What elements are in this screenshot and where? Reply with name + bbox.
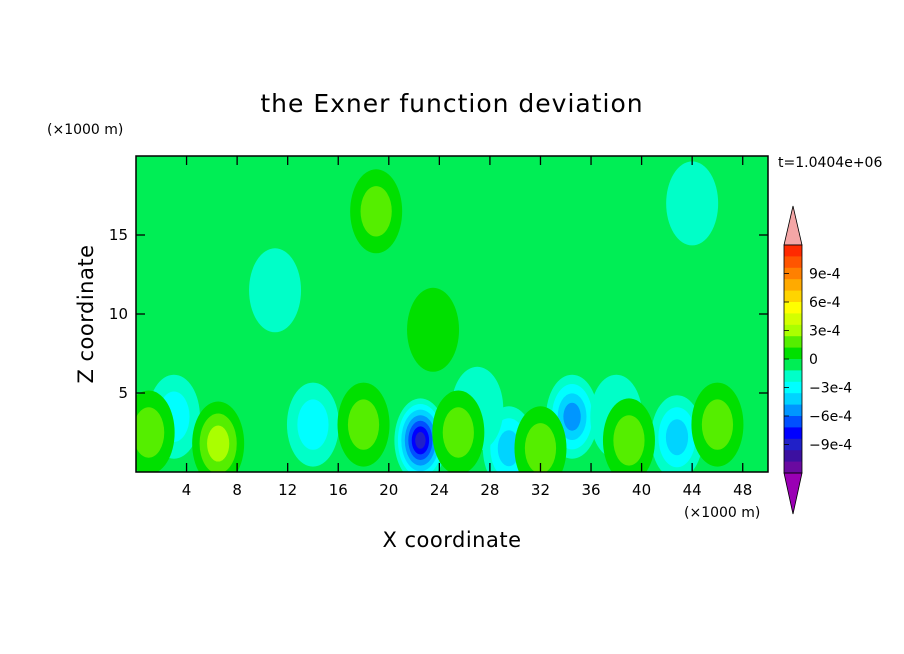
colorbar-swatch — [784, 404, 802, 417]
colorbar-label: 9e-4 — [809, 267, 841, 283]
contour-level-11-2 — [136, 407, 165, 458]
y-tick-label: 5 — [118, 384, 128, 402]
x-tick-label: 40 — [632, 481, 651, 499]
x-tick-label: 20 — [379, 481, 398, 499]
colorbar-swatch — [784, 450, 802, 463]
chart-title: the Exner function deviation — [260, 89, 643, 118]
colorbar-swatch — [784, 438, 802, 451]
contour-field — [136, 156, 768, 472]
x-tick-label: 44 — [683, 481, 702, 499]
x-tick-label: 16 — [329, 481, 348, 499]
x-tick-label: 48 — [733, 481, 752, 499]
x-tick-label: 28 — [480, 481, 499, 499]
colorbar-swatch — [784, 313, 802, 326]
colorbar-swatch — [784, 427, 802, 440]
colorbar: 9e-4 6e-4 3e-4 0 −3e-4 −6e-4 −9e-4 — [783, 205, 852, 515]
contour-level-5-2 — [297, 399, 329, 450]
colorbar-label: 6e-4 — [809, 295, 841, 311]
colorbar-swatch — [784, 256, 802, 269]
contour-level-1-4 — [563, 402, 581, 431]
colorbar-swatch — [784, 359, 802, 371]
contour-level-2-3 — [665, 419, 689, 456]
colorbar-swatch — [784, 324, 802, 337]
contour-level-8-1 — [249, 248, 302, 333]
contour-level-0-7 — [415, 432, 426, 449]
x-tick-label: 24 — [430, 481, 449, 499]
x-tick-label: 8 — [232, 481, 242, 499]
contour-level-12-2 — [347, 399, 380, 450]
colorbar-swatch — [784, 267, 802, 280]
x-axis-unit: (×1000 m) — [684, 505, 760, 521]
contour-level-17-2 — [360, 186, 392, 237]
contour-level-14-2 — [524, 423, 557, 472]
colorbar-label: 0 — [809, 352, 818, 368]
x-ticks: 4 8 12 16 20 24 28 32 36 40 44 48 — [182, 156, 752, 499]
y-tick-label: 15 — [109, 226, 128, 244]
x-axis-label: X coordinate — [382, 528, 521, 552]
colorbar-min-arrow — [783, 472, 803, 515]
colorbar-swatch — [784, 279, 802, 292]
colorbar-swatch — [784, 336, 802, 349]
x-tick-label: 36 — [581, 481, 600, 499]
contour-level-15-2 — [613, 415, 645, 466]
colorbar-swatch — [784, 393, 802, 406]
colorbar-swatch — [784, 461, 802, 474]
colorbar-swatch — [784, 290, 802, 303]
colorbar-label: −6e-4 — [809, 409, 852, 425]
y-tick-label: 10 — [109, 305, 128, 323]
contour-level-3-3 — [497, 430, 520, 467]
y-axis-unit: (×1000 m) — [47, 122, 123, 138]
colorbar-swatch — [784, 381, 802, 394]
colorbar-swatch — [784, 347, 802, 360]
y-ticks: 5 10 15 — [109, 226, 768, 402]
x-tick-label: 32 — [531, 481, 550, 499]
time-label: t=1.0404e+06 — [778, 155, 882, 171]
contour-level-13-2 — [442, 407, 474, 458]
y-axis-label: Z coordinate — [74, 244, 98, 383]
x-tick-label: 4 — [182, 481, 192, 499]
contour-level-9-1 — [666, 161, 719, 246]
colorbar-swatch — [784, 245, 802, 257]
colorbar-max-arrow — [783, 205, 803, 246]
colorbar-swatch — [784, 302, 802, 314]
x-tick-label: 12 — [278, 481, 297, 499]
colorbar-swatch — [784, 370, 802, 383]
colorbar-label: 3e-4 — [809, 324, 841, 340]
contour-level-18-1 — [407, 287, 460, 372]
contour-level-16-2 — [701, 399, 734, 450]
colorbar-label: −9e-4 — [809, 438, 852, 454]
colorbar-label: −3e-4 — [809, 381, 852, 397]
colorbar-swatch — [784, 416, 802, 428]
contour-level-10-3 — [207, 425, 230, 462]
